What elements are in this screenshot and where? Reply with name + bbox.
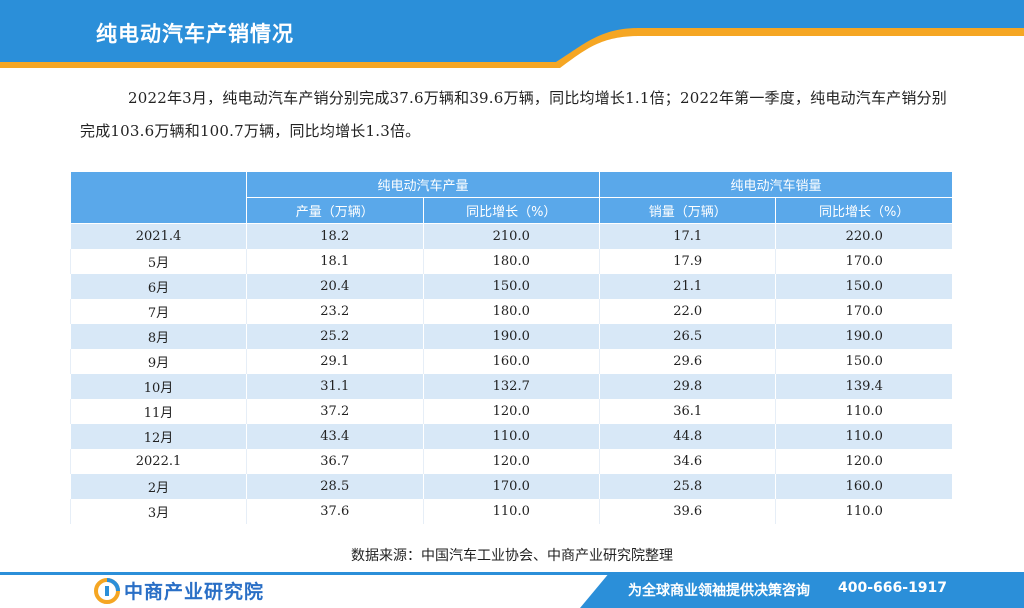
row-production: 18.2 (246, 223, 423, 249)
table-corner-cell (70, 172, 247, 224)
row-production-yoy: 150.0 (422, 274, 600, 299)
table-row: 2月 28.5 170.0 25.8 160.0 (69, 474, 952, 499)
row-production: 43.4 (246, 424, 423, 449)
row-production: 37.6 (246, 499, 423, 524)
row-sales: 26.5 (598, 324, 776, 349)
row-period: 8月 (69, 324, 247, 349)
row-production-yoy: 190.0 (422, 324, 600, 349)
row-period: 11月 (69, 399, 247, 424)
row-sales: 29.6 (598, 349, 776, 374)
row-production: 37.2 (246, 399, 423, 424)
row-production-yoy: 210.0 (422, 223, 600, 249)
header-banner: 纯电动汽车产销情况 (0, 0, 1024, 68)
row-production: 20.4 (246, 274, 423, 299)
row-sales-yoy: 139.4 (775, 374, 952, 399)
table-row: 7月 23.2 180.0 22.0 170.0 (69, 299, 952, 324)
table-row: 8月 25.2 190.0 26.5 190.0 (69, 324, 952, 349)
row-production-yoy: 170.0 (422, 474, 600, 499)
row-period: 6月 (69, 274, 247, 299)
row-sales: 29.8 (598, 374, 776, 399)
footer-slogan: 为全球商业领袖提供决策咨询 (628, 583, 810, 599)
row-period: 9月 (69, 349, 247, 374)
table-row: 5月 18.1 180.0 17.9 170.0 (69, 249, 952, 274)
table-row: 2021.4 18.2 210.0 17.1 220.0 (69, 223, 952, 249)
row-sales-yoy: 160.0 (775, 474, 952, 499)
row-sales-yoy: 170.0 (775, 299, 952, 324)
row-sales: 22.0 (598, 299, 776, 324)
row-production: 36.7 (246, 449, 423, 474)
col-header-sales: 销量（万辆） (598, 197, 776, 224)
production-sales-table: 纯电动汽车产量 纯电动汽车销量 产量（万辆） 同比增长（%） 销量（万辆） 同比… (69, 172, 952, 524)
row-production: 31.1 (246, 374, 423, 399)
row-sales-yoy: 110.0 (775, 399, 952, 424)
row-period: 5月 (69, 249, 247, 274)
row-sales: 17.9 (598, 249, 776, 274)
row-production: 23.2 (246, 299, 423, 324)
table-body: 2021.4 18.2 210.0 17.1 220.0 5月 18.1 180.0 17.9 1… (69, 223, 952, 524)
row-production-yoy: 132.7 (422, 374, 600, 399)
row-production-yoy: 180.0 (422, 249, 600, 274)
table-row: 6月 20.4 150.0 21.1 150.0 (69, 274, 952, 299)
table-row: 2022.1 36.7 120.0 34.6 120.0 (69, 449, 952, 474)
logo-text: 中商产业研究院 (124, 581, 265, 603)
row-sales-yoy: 110.0 (775, 424, 952, 449)
row-production-yoy: 110.0 (422, 424, 600, 449)
row-sales-yoy: 150.0 (775, 274, 952, 299)
row-period: 2022.1 (69, 449, 247, 474)
footer-background (0, 572, 1024, 608)
company-logo: 中商产业研究院 (94, 577, 264, 604)
row-production-yoy: 180.0 (422, 299, 600, 324)
row-production-yoy: 110.0 (422, 499, 600, 524)
row-sales-yoy: 120.0 (775, 449, 952, 474)
table-row: 12月 43.4 110.0 44.8 110.0 (69, 424, 952, 449)
row-production-yoy: 120.0 (422, 399, 600, 424)
row-sales: 34.6 (598, 449, 776, 474)
footer-phone: 400-666-1917 (838, 580, 948, 596)
row-sales: 44.8 (598, 424, 776, 449)
page-title: 纯电动汽车产销情况 (96, 22, 294, 46)
row-sales-yoy: 220.0 (775, 223, 952, 249)
row-period: 7月 (69, 299, 247, 324)
row-sales-yoy: 110.0 (775, 499, 952, 524)
col-header-sales-yoy: 同比增长（%） (775, 197, 952, 224)
row-production: 28.5 (246, 474, 423, 499)
row-sales: 25.8 (598, 474, 776, 499)
row-sales-yoy: 190.0 (775, 324, 952, 349)
row-period: 10月 (69, 374, 247, 399)
row-production: 18.1 (246, 249, 423, 274)
row-period: 12月 (69, 424, 247, 449)
row-sales: 17.1 (598, 223, 776, 249)
table-row: 10月 31.1 132.7 29.8 139.4 (69, 374, 952, 399)
logo-mark-icon (94, 577, 120, 604)
table-row: 11月 37.2 120.0 36.1 110.0 (69, 399, 952, 424)
header-background (0, 0, 1024, 68)
table-row: 3月 37.6 110.0 39.6 110.0 (69, 499, 952, 524)
footer-banner (0, 572, 1024, 608)
col-header-production-yoy: 同比增长（%） (422, 197, 600, 224)
row-sales: 39.6 (598, 499, 776, 524)
row-sales-yoy: 150.0 (775, 349, 952, 374)
row-period: 2021.4 (69, 223, 247, 249)
row-sales-yoy: 170.0 (775, 249, 952, 274)
row-production-yoy: 160.0 (422, 349, 600, 374)
row-production: 29.1 (246, 349, 423, 374)
row-period: 3月 (69, 499, 247, 524)
group-header-sales: 纯电动汽车销量 (599, 172, 952, 198)
col-header-production: 产量（万辆） (246, 197, 423, 224)
row-sales: 36.1 (598, 399, 776, 424)
row-period: 2月 (69, 474, 247, 499)
row-production-yoy: 120.0 (422, 449, 600, 474)
group-header-production: 纯电动汽车产量 (246, 172, 600, 198)
row-production: 25.2 (246, 324, 423, 349)
row-sales: 21.1 (598, 274, 776, 299)
table-row: 9月 29.1 160.0 29.6 150.0 (69, 349, 952, 374)
intro-paragraph: 2022年3月，纯电动汽车产销分别完成37.6万辆和39.6万辆，同比均增长1.… (80, 89, 947, 140)
data-source-note: 数据来源：中国汽车工业协会、中商产业研究院整理 (351, 548, 673, 564)
